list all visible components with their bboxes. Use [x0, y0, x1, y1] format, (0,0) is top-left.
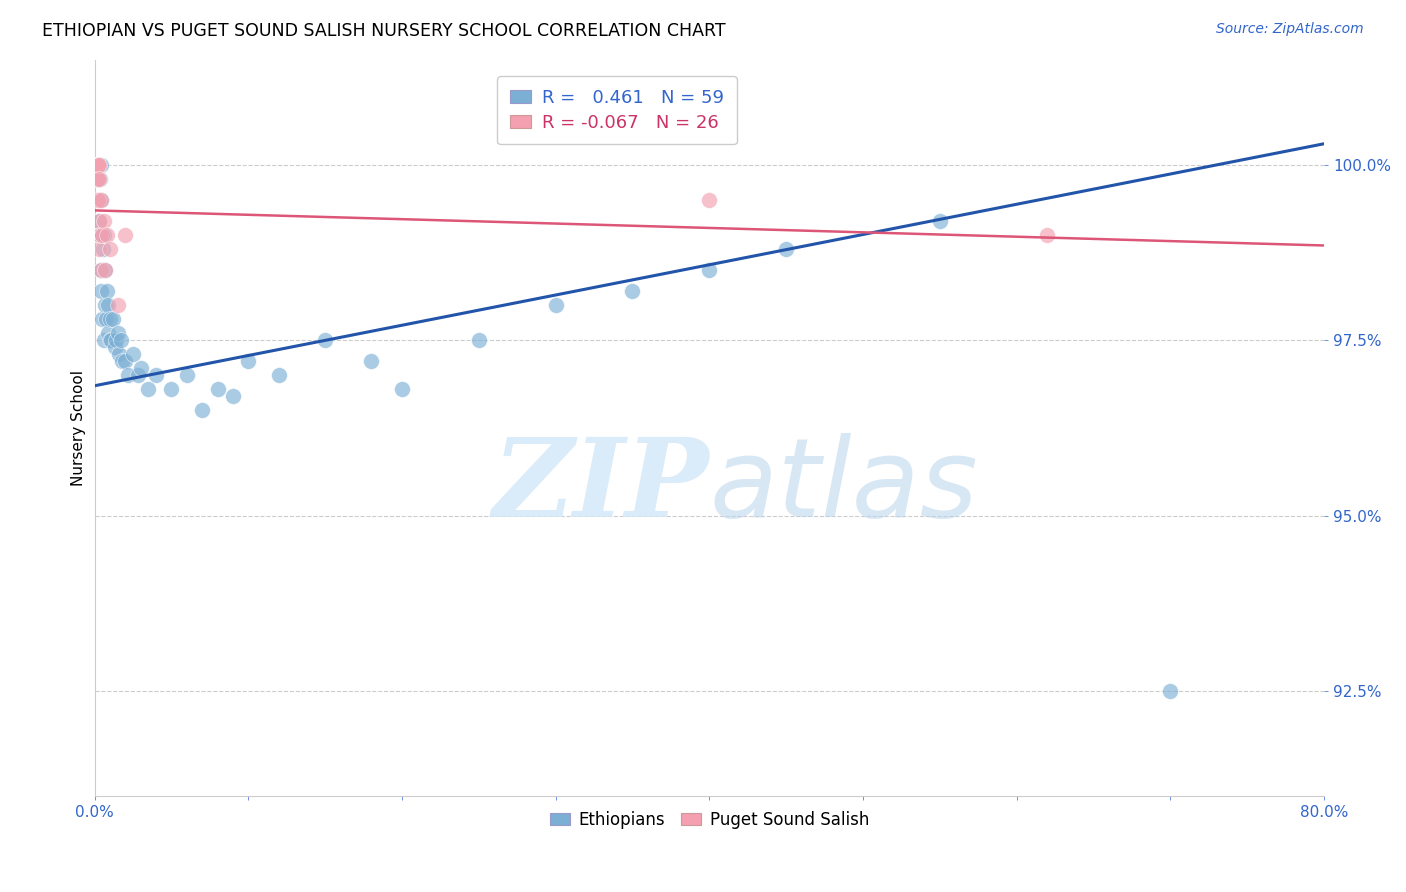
Point: [97, 298, 120, 312]
Point: [91, 227, 114, 242]
Point: [87, 193, 110, 207]
Point: [86, 158, 108, 172]
Point: [86, 158, 108, 172]
Point: [89, 214, 111, 228]
Point: [84, 158, 107, 172]
Legend: Ethiopians, Puget Sound Salish: Ethiopians, Puget Sound Salish: [543, 805, 876, 836]
Point: [89, 214, 111, 228]
Point: [89, 171, 111, 186]
Point: [1159, 684, 1181, 698]
Point: [90, 263, 112, 277]
Point: [621, 284, 644, 298]
Point: [91, 312, 114, 326]
Point: [105, 333, 128, 347]
Point: [90, 193, 112, 207]
Point: [96, 227, 118, 242]
Point: [94, 298, 117, 312]
Point: [697, 263, 720, 277]
Point: [138, 382, 160, 396]
Point: [108, 347, 131, 361]
Point: [89, 242, 111, 256]
Point: [160, 382, 183, 396]
Point: [93, 214, 115, 228]
Point: [90, 158, 112, 172]
Point: [117, 368, 139, 383]
Point: [93, 227, 115, 242]
Point: [93, 333, 115, 347]
Point: [360, 354, 382, 368]
Text: Source: ZipAtlas.com: Source: ZipAtlas.com: [1216, 22, 1364, 37]
Text: atlas: atlas: [709, 434, 979, 541]
Point: [86, 171, 108, 186]
Point: [97, 326, 120, 340]
Point: [98, 242, 121, 256]
Point: [100, 333, 122, 347]
Point: [84, 158, 107, 172]
Point: [86, 171, 108, 186]
Point: [176, 368, 198, 383]
Point: [86, 158, 108, 172]
Point: [87, 158, 110, 172]
Point: [89, 158, 111, 172]
Point: [145, 368, 167, 383]
Text: ETHIOPIAN VS PUGET SOUND SALISH NURSERY SCHOOL CORRELATION CHART: ETHIOPIAN VS PUGET SOUND SALISH NURSERY …: [42, 22, 725, 40]
Point: [110, 333, 132, 347]
Point: [86, 193, 108, 207]
Point: [111, 354, 134, 368]
Point: [101, 312, 124, 326]
Point: [222, 389, 245, 403]
Point: [1036, 227, 1059, 242]
Point: [89, 227, 111, 242]
Point: [94, 312, 117, 326]
Point: [114, 354, 136, 368]
Point: [89, 227, 111, 242]
Point: [544, 298, 567, 312]
Point: [91, 242, 114, 256]
Point: [127, 368, 149, 383]
Point: [107, 326, 129, 340]
Point: [96, 284, 118, 298]
Y-axis label: Nursery School: Nursery School: [72, 370, 86, 486]
Point: [90, 263, 112, 277]
Point: [90, 193, 112, 207]
Point: [86, 158, 108, 172]
Point: [122, 347, 145, 361]
Point: [86, 158, 108, 172]
Point: [87, 158, 110, 172]
Point: [94, 263, 117, 277]
Point: [87, 171, 110, 186]
Point: [775, 242, 797, 256]
Point: [103, 340, 125, 354]
Point: [207, 382, 229, 396]
Point: [314, 333, 336, 347]
Point: [89, 171, 111, 186]
Point: [697, 193, 720, 207]
Point: [191, 403, 214, 417]
Point: [114, 227, 136, 242]
Point: [468, 333, 491, 347]
Point: [98, 312, 121, 326]
Point: [267, 368, 290, 383]
Point: [86, 158, 108, 172]
Point: [87, 193, 110, 207]
Point: [391, 382, 413, 396]
Point: [90, 284, 112, 298]
Point: [928, 214, 950, 228]
Point: [93, 263, 115, 277]
Point: [98, 333, 121, 347]
Point: [91, 227, 114, 242]
Point: [238, 354, 260, 368]
Text: ZIP: ZIP: [492, 433, 709, 541]
Point: [107, 298, 129, 312]
Point: [129, 361, 152, 376]
Point: [87, 158, 110, 172]
